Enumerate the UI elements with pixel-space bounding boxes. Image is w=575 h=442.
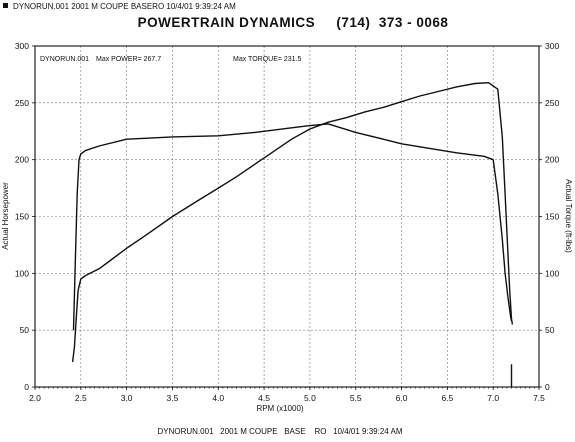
- y-tick-label-left: 50: [20, 325, 30, 335]
- y-tick-label-right: 300: [545, 41, 559, 51]
- footer-text: DYNORUN.001 2001 M COUPE BASE RO 10/4/01…: [158, 427, 403, 436]
- y-axis-label-left: Actual Horsepower: [1, 182, 10, 250]
- x-tick-label: 5.0: [304, 393, 316, 403]
- x-axis-label: RPM (x1000): [256, 404, 303, 413]
- y-tick-label-left: 200: [15, 155, 29, 165]
- ticks: 2.0 2.5 3.0 3.5 4.0 4.5 5.0 5.5 6.0 6.5 7.0 7.50 050…: [15, 41, 560, 403]
- y-tick-label-left: 0: [24, 382, 29, 392]
- x-tick-label: 6.5: [441, 393, 453, 403]
- x-tick-label: 4.0: [212, 393, 224, 403]
- header-text: DYNORUN.001 2001 M COUPE BASERO 10/4/01 …: [13, 2, 236, 11]
- x-tick-label: 4.5: [258, 393, 270, 403]
- series: [71, 81, 514, 387]
- x-tick-label: 2.5: [75, 393, 87, 403]
- y-tick-label-left: 300: [15, 41, 29, 51]
- horsepower-line: [71, 81, 514, 363]
- y-tick-label-right: 100: [545, 268, 559, 278]
- filled-square-icon: [3, 3, 8, 8]
- y-tick-label-right: 0: [545, 382, 550, 392]
- y-tick-label-left: 100: [15, 268, 29, 278]
- y-tick-label-left: 250: [15, 98, 29, 108]
- x-tick-label: 7.0: [487, 393, 499, 403]
- y-axis-label-right: Actual Torque (ft-lbs): [564, 179, 573, 253]
- x-tick-label: 7.5: [533, 393, 545, 403]
- y-tick-label-right: 150: [545, 212, 559, 222]
- max-torque-label: Max TORQUE= 231.5: [233, 56, 302, 63]
- y-tick-label-left: 150: [15, 212, 29, 222]
- x-tick-label: 2.0: [29, 393, 41, 403]
- y-tick-label-right: 250: [545, 98, 559, 108]
- run-label: DYNORUN.001: [40, 56, 89, 63]
- y-tick-label-right: 50: [545, 325, 555, 335]
- chart-title: POWERTRAIN DYNAMICS (714) 373 - 0068: [138, 15, 449, 30]
- grid: [35, 46, 539, 387]
- x-tick-label: 3.5: [167, 393, 179, 403]
- max-power-label: Max POWER= 267.7: [96, 56, 161, 63]
- x-tick-label: 5.5: [350, 393, 362, 403]
- x-tick-label: 3.0: [121, 393, 133, 403]
- torque-line: [72, 123, 513, 331]
- x-tick-label: 6.0: [396, 393, 408, 403]
- y-tick-label-right: 200: [545, 155, 559, 165]
